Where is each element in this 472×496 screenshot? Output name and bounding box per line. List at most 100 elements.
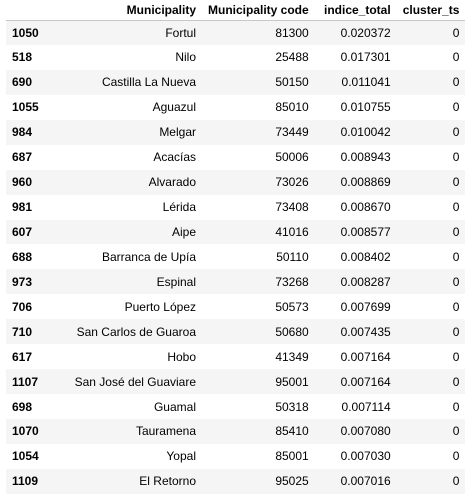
row-index: 710: [12, 324, 33, 339]
table-row: 607 Aipe 41016 0.008577 0: [6, 219, 466, 245]
cell-municipality-code: 50573: [275, 299, 309, 314]
cell-cluster-ts: 0: [452, 424, 460, 439]
cell-municipality-code: 41016: [275, 224, 309, 239]
cell-indice-total: 0.008943: [340, 150, 391, 165]
cell-cluster-ts: 0: [452, 75, 460, 90]
cell-indice-total: 0.008670: [340, 200, 391, 215]
table-row: 973 Espinal 73268 0.008287 0: [6, 269, 466, 295]
table-row: 1109 El Retorno 95025 0.007016 0: [6, 468, 466, 494]
row-index: 617: [12, 349, 33, 364]
cell-indice-total: 0.008577: [340, 224, 391, 239]
row-index: 518: [12, 50, 33, 65]
cell-cluster-ts: 0: [452, 324, 460, 339]
table-row: 1070 Tauramena 85410 0.007080 0: [6, 419, 466, 444]
cell-indice-total: 0.007164: [340, 374, 391, 389]
cell-municipality: Nilo: [175, 50, 196, 65]
cell-cluster-ts: 0: [452, 224, 460, 239]
cell-cluster-ts: 0: [452, 175, 460, 190]
table-row: 617 Hobo 41349 0.007164 0: [6, 344, 466, 370]
cell-cluster-ts: 0: [452, 25, 460, 40]
cell-municipality: Alvarado: [148, 175, 196, 190]
table-row: 690 Castilla La Nueva 50150 0.011041 0: [6, 69, 466, 95]
cell-indice-total: 0.011041: [341, 75, 391, 90]
cell-indice-total: 0.010042: [340, 125, 391, 140]
cell-municipality-code: 85010: [275, 100, 309, 115]
cell-municipality-code: 50318: [275, 399, 309, 414]
cell-municipality-code: 85410: [275, 424, 309, 439]
cell-indice-total: 0.007114: [341, 399, 391, 414]
table-row: 1055 Aguazul 85010 0.010755 0: [6, 94, 466, 120]
cell-municipality: Castilla La Nueva: [101, 75, 196, 90]
row-index: 984: [12, 125, 33, 140]
header-municipality-code: Municipality code: [202, 0, 315, 21]
cell-indice-total: 0.007435: [340, 324, 391, 339]
table-row: 698 Guamal 50318 0.007114 0: [6, 394, 466, 419]
cell-municipality-code: 25488: [275, 50, 309, 65]
row-index: 706: [12, 299, 33, 314]
row-index: 1054: [12, 449, 39, 464]
cell-indice-total: 0.008287: [340, 274, 391, 289]
cell-municipality-code: 95001: [275, 374, 309, 389]
header-indice-total: indice_total: [314, 0, 397, 21]
cell-municipality: Melgar: [159, 125, 196, 140]
cell-municipality-code: 73026: [275, 175, 309, 190]
cell-cluster-ts: 0: [452, 349, 460, 364]
cell-indice-total: 0.007016: [340, 474, 391, 489]
cell-indice-total: 0.007080: [340, 424, 391, 439]
cell-cluster-ts: 0: [452, 449, 460, 464]
header-row: Municipality Municipality code indice_to…: [6, 0, 466, 21]
row-index: 687: [12, 150, 33, 165]
row-index: 1070: [12, 424, 39, 439]
cell-municipality: Guamal: [153, 399, 196, 414]
table-body: 1050 Fortul 81300 0.020372 0 518 Nilo 25488 0.01…: [6, 20, 466, 494]
table-row: 1050 Fortul 81300 0.020372 0: [6, 20, 466, 45]
row-index: 1107: [12, 374, 39, 389]
cell-indice-total: 0.008869: [340, 175, 391, 190]
cell-cluster-ts: 0: [452, 374, 460, 389]
cell-municipality-code: 50006: [275, 150, 309, 165]
cell-municipality: Yopal: [166, 449, 196, 464]
row-index: 690: [12, 75, 33, 90]
cell-municipality: Hobo: [167, 349, 196, 364]
row-index: 1055: [12, 100, 39, 115]
cell-municipality: Puerto López: [124, 299, 196, 314]
cell-indice-total: 0.007699: [340, 299, 391, 314]
row-index: 1109: [12, 474, 39, 489]
cell-municipality: Aguazul: [152, 100, 196, 115]
cell-municipality: Tauramena: [135, 424, 196, 439]
cell-municipality-code: 50110: [276, 249, 309, 264]
cell-municipality: Lérida: [162, 200, 196, 215]
row-index: 973: [12, 274, 33, 289]
cell-indice-total: 0.007030: [340, 449, 391, 464]
cell-municipality-code: 73268: [275, 274, 309, 289]
table-row: 710 San Carlos de Guaroa 50680 0.007435 0: [6, 319, 466, 345]
cell-municipality-code: 50680: [275, 324, 309, 339]
cell-cluster-ts: 0: [452, 474, 460, 489]
table-row: 1054 Yopal 85001 0.007030 0: [6, 443, 466, 469]
table-row: 687 Acacías 50006 0.008943 0: [6, 144, 466, 170]
cell-municipality-code: 81300: [275, 25, 309, 40]
cell-municipality-code: 95025: [275, 474, 309, 489]
cell-municipality: San José del Guaviare: [74, 374, 196, 389]
cell-indice-total: 0.010755: [340, 100, 391, 115]
cell-cluster-ts: 0: [452, 50, 460, 65]
cell-indice-total: 0.007164: [340, 349, 391, 364]
dataframe-table: Municipality Municipality code indice_to…: [6, 0, 466, 494]
row-index: 607: [12, 224, 33, 239]
cell-municipality-code: 41349: [275, 349, 309, 364]
table-row: 688 Barranca de Upía 50110 0.008402 0: [6, 244, 466, 270]
cell-municipality: Barranca de Upía: [101, 249, 196, 264]
cell-cluster-ts: 0: [452, 399, 460, 414]
cell-municipality: Fortul: [165, 25, 196, 40]
row-index: 1050: [12, 25, 39, 40]
cell-cluster-ts: 0: [452, 100, 460, 115]
cell-cluster-ts: 0: [452, 249, 460, 264]
table-row: 981 Lérida 73408 0.008670 0: [6, 194, 466, 220]
cell-municipality: San Carlos de Guaroa: [76, 324, 196, 339]
table-row: 706 Puerto López 50573 0.007699 0: [6, 294, 466, 320]
row-index: 698: [12, 399, 33, 414]
row-index: 960: [12, 175, 33, 190]
table-row: 1107 San José del Guaviare 95001 0.007164 0: [6, 369, 466, 395]
header-index: [6, 0, 58, 21]
table-header: Municipality Municipality code indice_to…: [6, 0, 466, 21]
